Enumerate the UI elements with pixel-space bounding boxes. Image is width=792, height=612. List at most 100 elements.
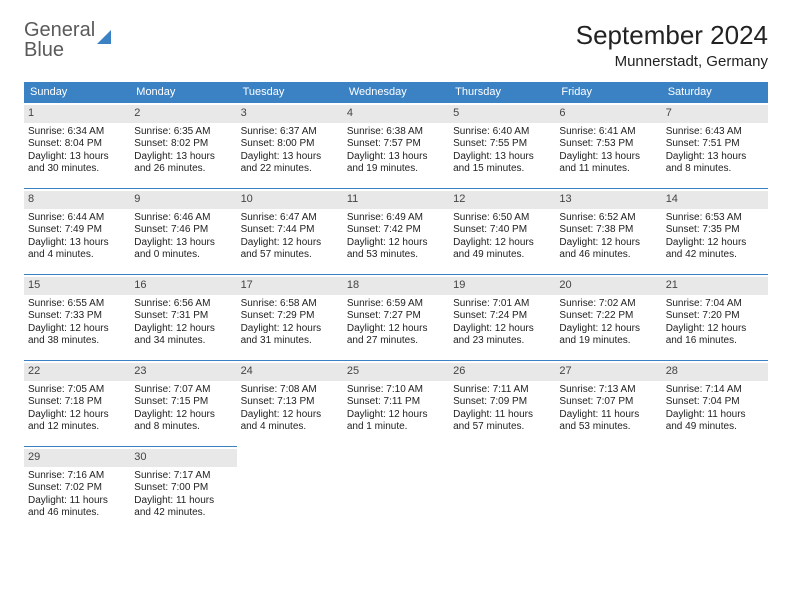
day-cell: 1 Sunrise: 6:34 AMSunset: 8:04 PMDaylight…	[24, 103, 130, 189]
day-number: 1	[24, 105, 130, 123]
day-number: 25	[343, 363, 449, 381]
day-info: Sunrise: 7:07 AMSunset: 7:15 PMDaylight:…	[134, 384, 232, 434]
day-info: Sunrise: 6:43 AMSunset: 7:51 PMDaylight:…	[666, 126, 764, 176]
day-info: Sunrise: 6:50 AMSunset: 7:40 PMDaylight:…	[453, 212, 551, 262]
day-number: 14	[662, 191, 768, 209]
week-row: 15Sunrise: 6:55 AMSunset: 7:33 PMDayligh…	[24, 275, 768, 361]
calendar-table: SundayMondayTuesdayWednesdayThursdayFrid…	[24, 82, 768, 533]
day-number: 27	[555, 363, 661, 381]
day-cell: 8Sunrise: 6:44 AMSunset: 7:49 PMDaylight…	[24, 189, 130, 275]
day-cell: 2Sunrise: 6:35 AMSunset: 8:02 PMDaylight…	[130, 103, 236, 189]
dayname-4: Thursday	[449, 82, 555, 103]
day-cell: 20 Sunrise: 7:02 AMSunset: 7:22 PMDayligh…	[555, 275, 661, 361]
day-cell: 24Sunrise: 7:08 AMSunset: 7:13 PMDayligh…	[237, 361, 343, 447]
day-info: Sunrise: 7:04 AMSunset: 7:20 PMDaylight:…	[666, 298, 764, 348]
day-info: Sunrise: 6:47 AMSunset: 7:44 PMDaylight:…	[241, 212, 339, 262]
day-cell: 13 Sunrise: 6:52 AMSunset: 7:38 PMDayligh…	[555, 189, 661, 275]
day-number: 18	[343, 277, 449, 295]
day-info: Sunrise: 6:59 AMSunset: 7:27 PMDaylight:…	[347, 298, 445, 348]
week-row: 29 Sunrise: 7:16 AMSunset: 7:02 PMDayligh…	[24, 447, 768, 533]
day-info: Sunrise: 7:14 AMSunset: 7:04 PMDaylight:…	[666, 384, 764, 434]
day-number: 5	[449, 105, 555, 123]
week-row: 1 Sunrise: 6:34 AMSunset: 8:04 PMDaylight…	[24, 103, 768, 189]
day-info: Sunrise: 7:02 AMSunset: 7:22 PMDaylight:…	[559, 298, 657, 348]
day-number: 10	[237, 191, 343, 209]
day-info: Sunrise: 6:55 AMSunset: 7:33 PMDaylight:…	[28, 298, 126, 348]
day-cell: 29 Sunrise: 7:16 AMSunset: 7:02 PMDayligh…	[24, 447, 130, 533]
day-cell: 7 Sunrise: 6:43 AMSunset: 7:51 PMDaylight…	[662, 103, 768, 189]
day-number: 7	[662, 105, 768, 123]
day-number: 2	[130, 105, 236, 123]
day-number: 19	[449, 277, 555, 295]
dayname-row: SundayMondayTuesdayWednesdayThursdayFrid…	[24, 82, 768, 103]
location: Munnerstadt, Germany	[576, 53, 768, 70]
day-info: Sunrise: 6:40 AMSunset: 7:55 PMDaylight:…	[453, 126, 551, 176]
day-cell: 16 Sunrise: 6:56 AMSunset: 7:31 PMDayligh…	[130, 275, 236, 361]
day-cell: 4Sunrise: 6:38 AMSunset: 7:57 PMDaylight…	[343, 103, 449, 189]
day-number: 22	[24, 363, 130, 381]
day-cell: 6Sunrise: 6:41 AMSunset: 7:53 PMDaylight…	[555, 103, 661, 189]
day-number: 17	[237, 277, 343, 295]
week-row: 8Sunrise: 6:44 AMSunset: 7:49 PMDaylight…	[24, 189, 768, 275]
day-info: Sunrise: 6:37 AMSunset: 8:00 PMDaylight:…	[241, 126, 339, 176]
day-info: Sunrise: 7:10 AMSunset: 7:11 PMDaylight:…	[347, 384, 445, 434]
dayname-2: Tuesday	[237, 82, 343, 103]
day-info: Sunrise: 6:34 AMSunset: 8:04 PMDaylight:…	[28, 126, 126, 176]
day-cell: 12Sunrise: 6:50 AMSunset: 7:40 PMDayligh…	[449, 189, 555, 275]
day-cell: 27 Sunrise: 7:13 AMSunset: 7:07 PMDayligh…	[555, 361, 661, 447]
day-info: Sunrise: 7:17 AMSunset: 7:00 PMDaylight:…	[134, 470, 232, 520]
day-cell: 5 Sunrise: 6:40 AMSunset: 7:55 PMDaylight…	[449, 103, 555, 189]
day-number: 6	[555, 105, 661, 123]
dayname-1: Monday	[130, 82, 236, 103]
day-info: Sunrise: 6:49 AMSunset: 7:42 PMDaylight:…	[347, 212, 445, 262]
empty-cell	[343, 447, 449, 533]
title-block: September 2024 Munnerstadt, Germany	[576, 20, 768, 70]
day-cell: 26 Sunrise: 7:11 AMSunset: 7:09 PMDayligh…	[449, 361, 555, 447]
day-info: Sunrise: 7:01 AMSunset: 7:24 PMDaylight:…	[453, 298, 551, 348]
day-number: 28	[662, 363, 768, 381]
logo: General Blue	[24, 20, 111, 60]
day-info: Sunrise: 6:46 AMSunset: 7:46 PMDaylight:…	[134, 212, 232, 262]
logo-triangle-icon	[97, 30, 111, 44]
day-info: Sunrise: 6:58 AMSunset: 7:29 PMDaylight:…	[241, 298, 339, 348]
empty-cell	[237, 447, 343, 533]
day-cell: 28 Sunrise: 7:14 AMSunset: 7:04 PMDayligh…	[662, 361, 768, 447]
day-info: Sunrise: 6:52 AMSunset: 7:38 PMDaylight:…	[559, 212, 657, 262]
day-cell: 22 Sunrise: 7:05 AMSunset: 7:18 PMDayligh…	[24, 361, 130, 447]
day-cell: 21 Sunrise: 7:04 AMSunset: 7:20 PMDayligh…	[662, 275, 768, 361]
day-number: 29	[24, 449, 130, 467]
day-number: 26	[449, 363, 555, 381]
day-cell: 14 Sunrise: 6:53 AMSunset: 7:35 PMDayligh…	[662, 189, 768, 275]
day-cell: 25 Sunrise: 7:10 AMSunset: 7:11 PMDayligh…	[343, 361, 449, 447]
day-info: Sunrise: 7:13 AMSunset: 7:07 PMDaylight:…	[559, 384, 657, 434]
logo-line1: General	[24, 20, 95, 40]
month-title: September 2024	[576, 20, 768, 51]
day-cell: 11 Sunrise: 6:49 AMSunset: 7:42 PMDayligh…	[343, 189, 449, 275]
day-number: 9	[130, 191, 236, 209]
day-info: Sunrise: 7:16 AMSunset: 7:02 PMDaylight:…	[28, 470, 126, 520]
day-info: Sunrise: 6:56 AMSunset: 7:31 PMDaylight:…	[134, 298, 232, 348]
day-info: Sunrise: 7:08 AMSunset: 7:13 PMDaylight:…	[241, 384, 339, 434]
empty-cell	[555, 447, 661, 533]
day-number: 21	[662, 277, 768, 295]
day-info: Sunrise: 7:11 AMSunset: 7:09 PMDaylight:…	[453, 384, 551, 434]
day-number: 11	[343, 191, 449, 209]
day-info: Sunrise: 6:53 AMSunset: 7:35 PMDaylight:…	[666, 212, 764, 262]
day-cell: 19 Sunrise: 7:01 AMSunset: 7:24 PMDayligh…	[449, 275, 555, 361]
day-number: 8	[24, 191, 130, 209]
day-cell: 23Sunrise: 7:07 AMSunset: 7:15 PMDayligh…	[130, 361, 236, 447]
day-number: 13	[555, 191, 661, 209]
day-info: Sunrise: 7:05 AMSunset: 7:18 PMDaylight:…	[28, 384, 126, 434]
day-cell: 30 Sunrise: 7:17 AMSunset: 7:00 PMDayligh…	[130, 447, 236, 533]
day-number: 16	[130, 277, 236, 295]
day-cell: 15Sunrise: 6:55 AMSunset: 7:33 PMDayligh…	[24, 275, 130, 361]
dayname-6: Saturday	[662, 82, 768, 103]
day-cell: 10 Sunrise: 6:47 AMSunset: 7:44 PMDayligh…	[237, 189, 343, 275]
day-cell: 17 Sunrise: 6:58 AMSunset: 7:29 PMDayligh…	[237, 275, 343, 361]
day-cell: 9 Sunrise: 6:46 AMSunset: 7:46 PMDaylight…	[130, 189, 236, 275]
header: General Blue September 2024 Munnerstadt,…	[24, 20, 768, 70]
day-number: 4	[343, 105, 449, 123]
logo-line2: Blue	[24, 40, 95, 60]
day-number: 30	[130, 449, 236, 467]
day-number: 20	[555, 277, 661, 295]
